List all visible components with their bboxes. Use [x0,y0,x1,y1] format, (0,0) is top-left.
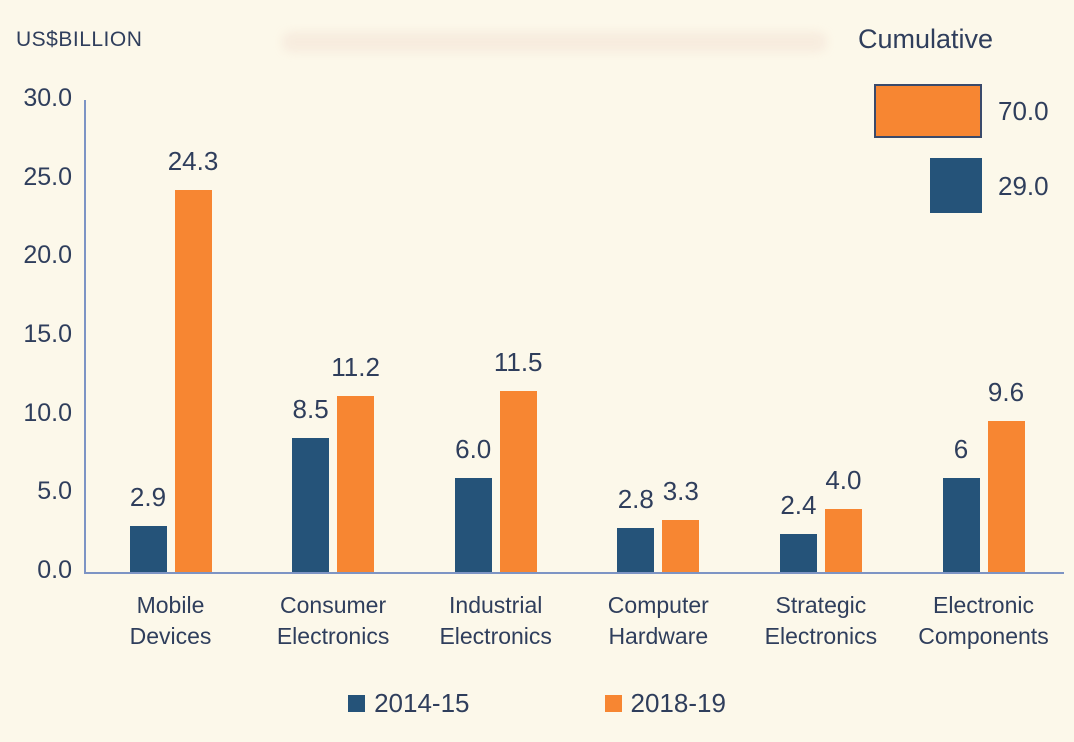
y-axis-tick-label: 25.0 [23,162,72,191]
bar-value-label-2018-19-electronic-components: 9.6 [987,376,1025,407]
bar-2018-19-computer-hardware [662,520,700,572]
y-axis-tick-label: 5.0 [37,477,72,506]
bar-2018-19-electronic-components [987,420,1025,572]
bar-value-label-2014-15-industrial-electronics: 6.0 [455,433,492,464]
bar-value-label-2018-19-consumer-electronics: 11.2 [331,351,380,382]
bar-2014-15-consumer-electronics [292,438,330,572]
series-legend: 2014-15 2018-19 [0,688,1074,719]
y-axis-tick-label: 20.0 [23,241,72,270]
bar-value-label-2014-15-electronic-components: 6 [953,433,969,464]
legend-label: 2018-19 [630,688,726,718]
bar-value-label-2018-19-industrial-electronics: 11.5 [493,347,543,378]
x-axis-category-label: Computer Hardware [607,592,709,649]
x-axis-category-label: Strategic Electronics [764,592,878,649]
legend-label: 2014-15 [374,688,470,718]
y-axis-tick-label: 30.0 [23,84,72,112]
x-axis-line [84,572,1064,574]
cumulative-value-label-2014-15: 29.0 [998,170,1049,201]
legend-item-2018-19: 2018-19 [604,688,726,719]
bar-2014-15-industrial-electronics [454,477,492,572]
y-axis-tick-label: 0.0 [37,556,72,584]
bar-2018-19-consumer-electronics [337,395,375,572]
bar-value-label-2014-15-consumer-electronics: 8.5 [292,394,329,425]
cumulative-value-label-2018-19: 70.0 [998,96,1049,126]
bar-2014-15-strategic-electronics [779,534,817,572]
bar-value-label-2014-15-strategic-electronics: 2.4 [780,490,817,521]
cumulative-bar-2014-15 [930,158,982,213]
cumulative-legend-title: Cumulative [858,24,994,54]
legend-swatch-2018-19 [604,695,622,712]
x-axis-category-label: Electronic Components [918,592,1049,649]
bar-2014-15-computer-hardware [617,527,655,572]
bar-value-label-2018-19-computer-hardware: 3.3 [662,476,699,507]
legend-swatch-2014-15 [348,695,366,712]
bar-2018-19-industrial-electronics [499,391,537,572]
bar-value-label-2014-15-mobile-devices: 2.9 [129,482,167,513]
y-axis-tick-label: 10.0 [23,398,72,427]
faded-watermark [282,32,827,52]
x-axis-category-label: Industrial Electronics [439,592,552,649]
x-axis-category-label: Mobile Devices [129,592,212,649]
y-axis-tick-label: 15.0 [23,320,72,348]
x-axis-category-label: Consumer Electronics [276,592,390,649]
legend-item-2014-15: 2014-15 [348,688,470,719]
bar-2014-15-mobile-devices [129,526,167,572]
y-axis-unit-label: US$BILLION [16,28,143,51]
y-axis-line [84,100,86,574]
bar-2018-19-mobile-devices [174,189,212,572]
cumulative-bar-2018-19 [874,84,982,138]
bar-value-label-2014-15-computer-hardware: 2.8 [617,483,654,514]
bar-value-label-2018-19-mobile-devices: 24.3 [167,145,219,176]
bar-2014-15-electronic-components [942,477,980,572]
bar-2018-19-strategic-electronics [824,509,862,572]
bar-value-label-2018-19-strategic-electronics: 4.0 [825,465,862,496]
